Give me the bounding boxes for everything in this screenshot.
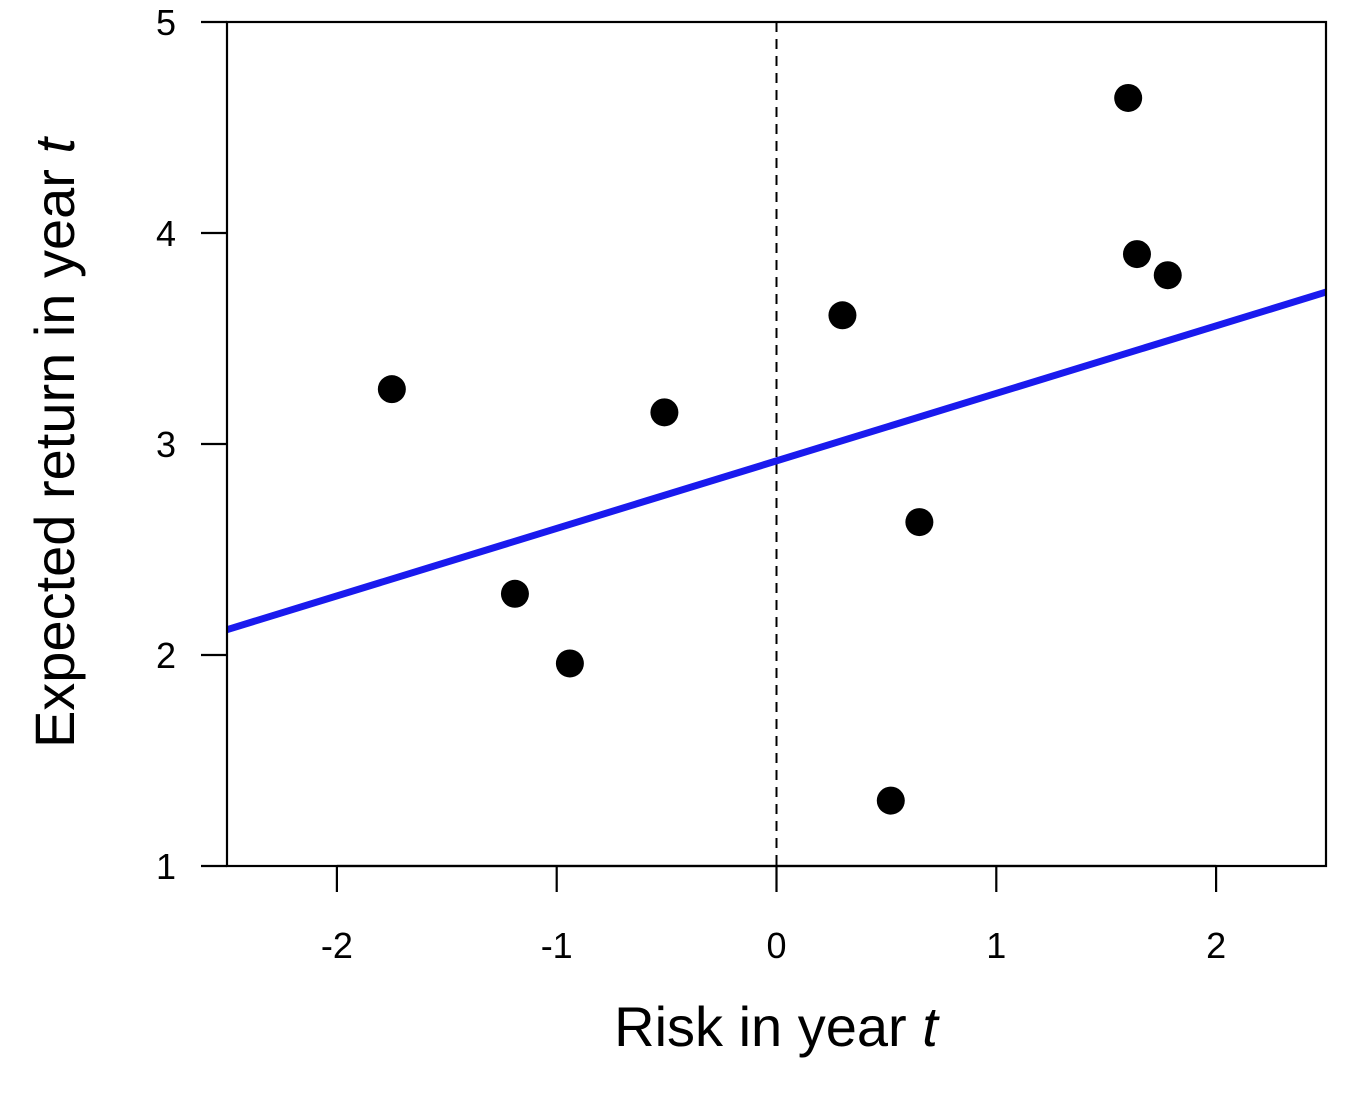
y-tick-label: 3: [156, 424, 176, 465]
x-axis-title-text: Risk in year: [614, 995, 907, 1058]
y-tick-label: 5: [156, 2, 176, 43]
x-axis: -2 -1 0 1 2: [321, 864, 1226, 966]
y-tick-label: 4: [156, 213, 176, 254]
data-point: [1153, 261, 1182, 290]
y-axis-title-variable: t: [23, 136, 86, 154]
x-tick-label: 1: [986, 925, 1006, 966]
data-point: [377, 375, 406, 404]
data-point: [650, 398, 679, 427]
x-axis-title: Risk in year t: [614, 995, 940, 1058]
fit-line-layer: [225, 288, 1328, 634]
data-point: [828, 301, 857, 330]
data-point: [500, 579, 529, 608]
y-axis-title: Expected return in year t: [23, 136, 86, 749]
x-tick-label: -2: [321, 925, 353, 966]
data-point: [1114, 83, 1143, 112]
y-axis: 1 2 3 4 5: [156, 2, 227, 887]
regression-line: [225, 288, 1328, 634]
data-point: [876, 786, 905, 815]
x-tick-label: 2: [1206, 925, 1226, 966]
x-tick-label: 0: [766, 925, 786, 966]
points-layer: [377, 83, 1182, 815]
x-tick-label: -1: [541, 925, 573, 966]
x-axis-title-variable: t: [922, 995, 940, 1058]
data-point: [555, 649, 584, 678]
y-tick-label: 1: [156, 846, 176, 887]
data-point: [1122, 240, 1151, 269]
y-tick-label: 2: [156, 635, 176, 676]
y-axis-title-text: Expected return in year: [23, 169, 86, 748]
data-point: [905, 508, 934, 537]
